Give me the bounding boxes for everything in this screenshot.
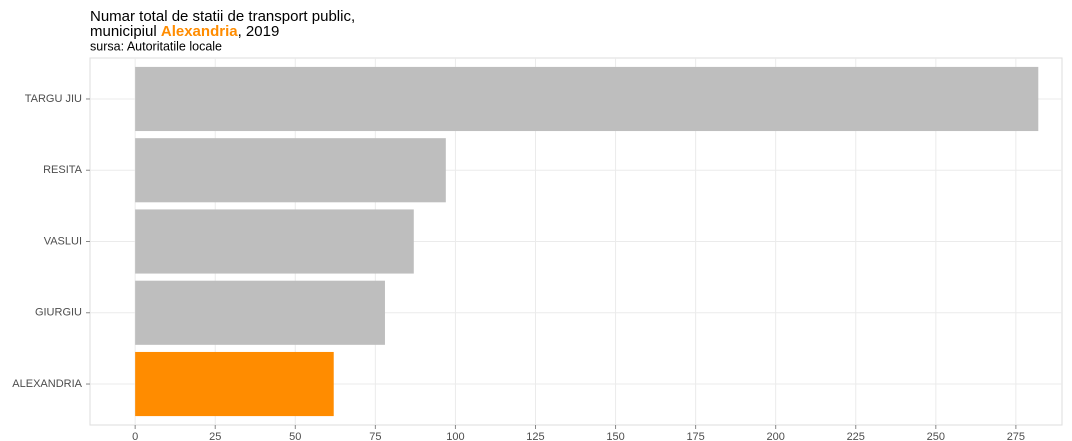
title-part: municipiul: [90, 23, 161, 40]
chart-title: Numar total de statii de transport publi…: [90, 8, 355, 25]
x-tick-label: 175: [686, 431, 704, 441]
title-part: , 2019: [238, 23, 280, 40]
x-tick-label: 0: [132, 431, 138, 441]
y-tick-label: TARGU JIU: [25, 93, 82, 105]
y-tick-label: RESITA: [43, 164, 83, 176]
bar: [135, 138, 446, 203]
y-tick-label: VASLUI: [44, 235, 82, 247]
y-tick-label: ALEXANDRIA: [12, 378, 82, 390]
x-tick-label: 25: [209, 431, 221, 441]
bar: [135, 280, 385, 345]
x-tick-label: 200: [767, 431, 785, 441]
chart-title: municipiul Alexandria, 2019: [90, 23, 279, 40]
title-highlight: Alexandria: [161, 23, 238, 40]
x-tick-label: 125: [526, 431, 544, 441]
x-tick-label: 225: [847, 431, 865, 441]
x-tick-label: 150: [606, 431, 624, 441]
x-tick-label: 250: [927, 431, 945, 441]
x-tick-label: 75: [369, 431, 381, 441]
chart-subtitle: sursa: Autoritatile locale: [90, 39, 222, 53]
bar: [135, 66, 1039, 132]
bar: [135, 209, 414, 274]
bar: [135, 351, 334, 417]
y-tick-label: GIURGIU: [35, 307, 82, 319]
x-tick-label: 100: [446, 431, 464, 441]
x-tick-label: 50: [289, 431, 301, 441]
x-tick-label: 275: [1007, 431, 1025, 441]
